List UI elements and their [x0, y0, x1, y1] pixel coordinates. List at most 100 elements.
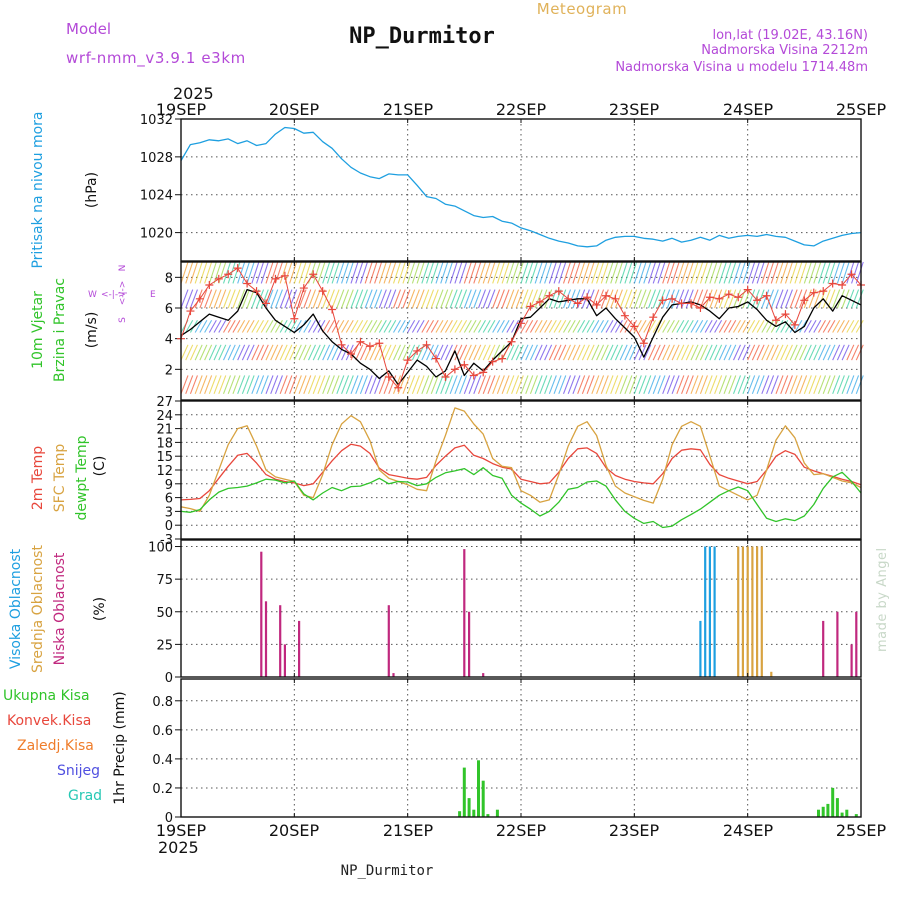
wind-direction-arrow — [478, 319, 486, 333]
wind-direction-arrow — [827, 289, 836, 309]
wind-direction-arrow — [274, 344, 283, 361]
wind-direction-arrow — [643, 375, 652, 395]
wind-direction-arrow — [676, 319, 685, 333]
wind-direction-arrow — [624, 344, 633, 361]
bar-ukupna-kisa — [495, 809, 499, 817]
wind-direction-arrow — [326, 375, 335, 395]
time-tick-bottom: 23SEP — [609, 821, 660, 840]
wind-direction-arrow — [307, 375, 317, 395]
wind-direction-arrow — [402, 344, 411, 361]
wind-direction-arrow — [525, 375, 534, 395]
wind-direction-arrow — [454, 344, 463, 361]
wind-direction-arrow — [529, 289, 538, 309]
gust-point — [790, 320, 799, 329]
gust-point — [214, 274, 223, 283]
wind-direction-arrow — [756, 375, 765, 395]
wind-direction-arrow — [444, 344, 453, 361]
wind-direction-arrow — [317, 344, 326, 361]
wind-direction-arrow — [614, 261, 623, 284]
wind-direction-arrow — [836, 319, 845, 333]
y-tick-label: 8 — [165, 271, 173, 286]
year-label-bottom: 2025 — [158, 838, 199, 857]
wind-direction-arrow — [392, 344, 402, 361]
wind-direction-arrow — [596, 261, 605, 284]
y-tick-label: 0.2 — [152, 782, 173, 797]
wind-direction-arrow — [766, 344, 775, 361]
wind-direction-arrow — [496, 261, 505, 284]
wind-direction-arrow — [690, 289, 699, 309]
gust-point — [734, 293, 743, 302]
wind-direction-arrow — [496, 319, 505, 333]
wind-direction-arrow — [341, 319, 350, 333]
wind-direction-arrow — [374, 375, 383, 395]
compass-south: S — [118, 317, 128, 323]
wind-direction-arrow — [473, 319, 482, 333]
series-line-2m-temp — [180, 443, 862, 501]
gust-point — [195, 294, 204, 303]
compass-horizontal-arrow: <-|-> — [101, 290, 126, 300]
gust-point — [280, 271, 289, 280]
wind-direction-arrow — [355, 319, 364, 333]
wind-direction-arrow — [322, 375, 331, 395]
wind-direction-arrow — [463, 261, 472, 284]
wind-direction-arrow — [194, 261, 203, 284]
bar-ukupna-kisa — [845, 809, 849, 817]
wind-direction-arrow — [270, 261, 279, 284]
wind-direction-arrow — [591, 319, 600, 333]
wind-direction-arrow — [714, 261, 723, 284]
wind-direction-arrow — [359, 261, 368, 284]
wind-direction-arrow — [581, 344, 590, 361]
time-tick-top: 23SEP — [609, 100, 660, 119]
wind-direction-arrow — [199, 319, 208, 333]
wind-direction-arrow — [657, 261, 666, 284]
wind-direction-arrow — [600, 261, 609, 284]
wind-direction-arrow — [643, 319, 652, 333]
wind-direction-arrow — [544, 261, 553, 284]
wind-direction-arrow — [742, 375, 751, 395]
gust-point — [838, 281, 847, 289]
wind-direction-arrow — [383, 319, 392, 333]
wind-direction-arrow — [336, 375, 345, 395]
wind-direction-arrow — [416, 375, 425, 395]
wind-direction-arrow — [440, 289, 449, 309]
wind-direction-arrow — [213, 261, 222, 284]
wind-direction-arrow — [808, 344, 817, 361]
wind-direction-arrow — [265, 375, 274, 395]
wind-direction-arrow — [714, 375, 723, 395]
wind-direction-arrow — [733, 319, 741, 333]
wind-direction-arrow — [350, 344, 359, 361]
gust-point — [573, 299, 582, 308]
precip-panel: 0 0.2 0.4 0.6 0.8 — [152, 678, 862, 826]
wind-direction-arrow — [766, 261, 775, 284]
time-tick-top: 21SEP — [383, 100, 434, 119]
wind-direction-arrow — [534, 261, 543, 284]
wind-direction-arrow — [454, 375, 463, 395]
wind-direction-arrow — [657, 319, 666, 333]
wind-direction-arrow — [657, 289, 666, 309]
wind-direction-arrow — [501, 375, 510, 395]
wind-direction-arrow — [260, 375, 269, 395]
wind-direction-arrow — [246, 261, 255, 284]
wind-direction-arrow — [605, 344, 614, 361]
wind-direction-arrow — [723, 319, 732, 333]
wind-direction-arrow — [591, 261, 600, 284]
bar-ukupna-kisa — [477, 760, 480, 817]
wind-direction-arrow — [473, 289, 482, 309]
pressure-unit: (hPa) — [84, 172, 100, 208]
wind-direction-arrow — [619, 261, 628, 284]
wind-direction-arrow — [534, 344, 543, 361]
gust-point — [498, 354, 507, 363]
gust-point — [186, 307, 195, 316]
wind-direction-arrow — [440, 344, 449, 361]
gust-point — [262, 299, 270, 308]
wind-direction-arrow — [699, 344, 708, 361]
temp-title-3: dewpt Temp — [74, 435, 90, 520]
top-time-axis: 19SEP 20SEP 21SEP 22SEP 23SEP 24SEP 25SE… — [156, 100, 887, 119]
wind-direction-arrow — [633, 261, 642, 284]
wind-direction-arrow — [388, 344, 397, 361]
wind-direction-arrow — [671, 344, 680, 361]
gust-point — [696, 304, 705, 312]
wind-direction-arrow — [496, 289, 505, 309]
wind-direction-arrow — [331, 375, 340, 395]
wind-direction-arrow — [388, 261, 397, 284]
